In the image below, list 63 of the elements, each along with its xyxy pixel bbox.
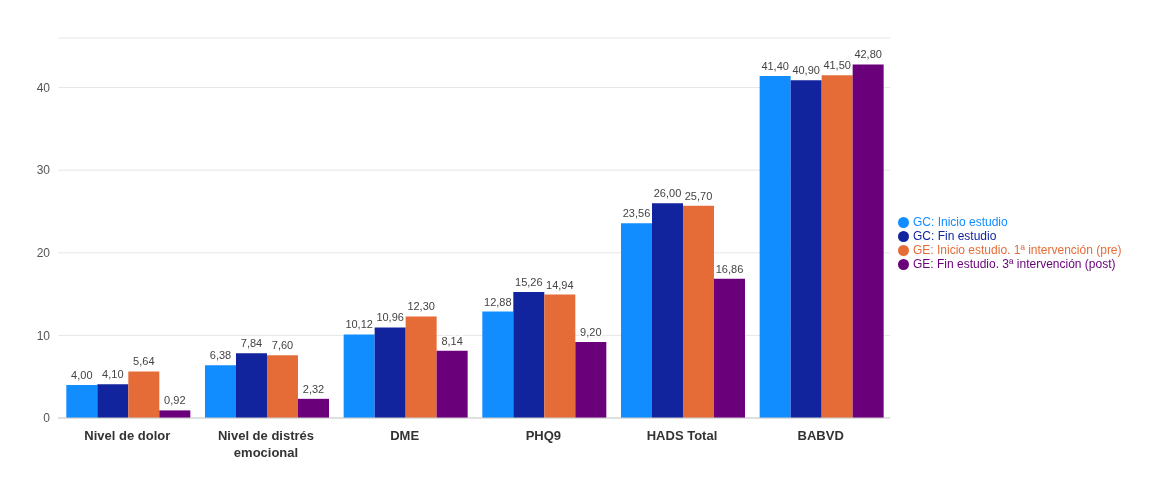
data-label: 26,00 xyxy=(653,187,682,200)
y-tick-label: 40 xyxy=(36,80,51,95)
y-tick-label: 30 xyxy=(36,163,51,178)
data-label: 7,60 xyxy=(271,339,294,352)
data-label: 2,32 xyxy=(302,382,325,395)
bar xyxy=(620,223,652,418)
bar xyxy=(235,353,267,418)
bar xyxy=(374,327,406,418)
legend-label: GC: Fin estudio xyxy=(913,229,997,243)
data-label: 6,38 xyxy=(209,349,232,362)
bar xyxy=(482,311,514,418)
data-label: 5,64 xyxy=(133,355,155,368)
bar xyxy=(159,410,191,418)
bar xyxy=(682,205,714,418)
x-tick-label: BABVD xyxy=(797,428,844,443)
bar xyxy=(821,75,853,418)
bar xyxy=(297,398,329,418)
x-tick-label: Nivel de dolor xyxy=(84,428,171,443)
legend-label: GC: Inicio estudio xyxy=(913,215,1008,229)
bar xyxy=(128,371,160,418)
bar xyxy=(405,316,437,418)
bar xyxy=(544,294,576,418)
data-label: 7,84 xyxy=(240,337,263,350)
bar xyxy=(713,278,745,418)
legend-label: GE: Fin estudio. 3ª intervención (post) xyxy=(913,257,1116,271)
data-label: 41,50 xyxy=(823,59,851,72)
x-tick-label: PHQ9 xyxy=(525,428,562,443)
data-label: 23,56 xyxy=(622,207,651,220)
bar xyxy=(651,203,683,418)
bar xyxy=(790,80,822,418)
data-label: 8,14 xyxy=(441,334,463,347)
data-label: 10,12 xyxy=(345,318,373,331)
data-label: 14,94 xyxy=(546,278,574,291)
bar xyxy=(513,291,545,418)
data-label: 25,70 xyxy=(684,189,713,202)
bar xyxy=(343,334,375,418)
data-label: 0,92 xyxy=(164,394,186,407)
x-tick-label: Nivel de distrés emocional xyxy=(217,428,315,460)
bar xyxy=(66,384,98,418)
data-label: 4,00 xyxy=(71,368,93,381)
legend-label: GE: Inicio estudio. 1ª intervención (pre) xyxy=(913,243,1122,257)
y-tick-label: 10 xyxy=(36,328,51,343)
y-tick-label: 20 xyxy=(36,246,51,261)
data-label: 12,30 xyxy=(407,300,435,313)
data-label: 42,80 xyxy=(854,48,882,61)
bar xyxy=(759,76,791,418)
data-label: 9,20 xyxy=(580,326,602,338)
bar xyxy=(266,355,298,418)
data-label: 15,26 xyxy=(515,275,543,288)
y-tick-label: 0 xyxy=(43,411,51,426)
data-label: 40,90 xyxy=(792,64,820,77)
bar xyxy=(852,64,884,418)
bar xyxy=(575,342,607,418)
data-label: 12,88 xyxy=(484,295,512,308)
data-label: 16,86 xyxy=(715,262,744,275)
bar xyxy=(97,384,129,418)
data-label: 10,96 xyxy=(376,311,404,324)
x-tick-label: HADS Total xyxy=(646,428,718,443)
bar xyxy=(436,350,468,418)
data-label: 41,40 xyxy=(761,60,789,72)
bar xyxy=(204,365,236,418)
x-tick-label: DME xyxy=(390,428,420,443)
data-label: 4,10 xyxy=(102,368,124,381)
